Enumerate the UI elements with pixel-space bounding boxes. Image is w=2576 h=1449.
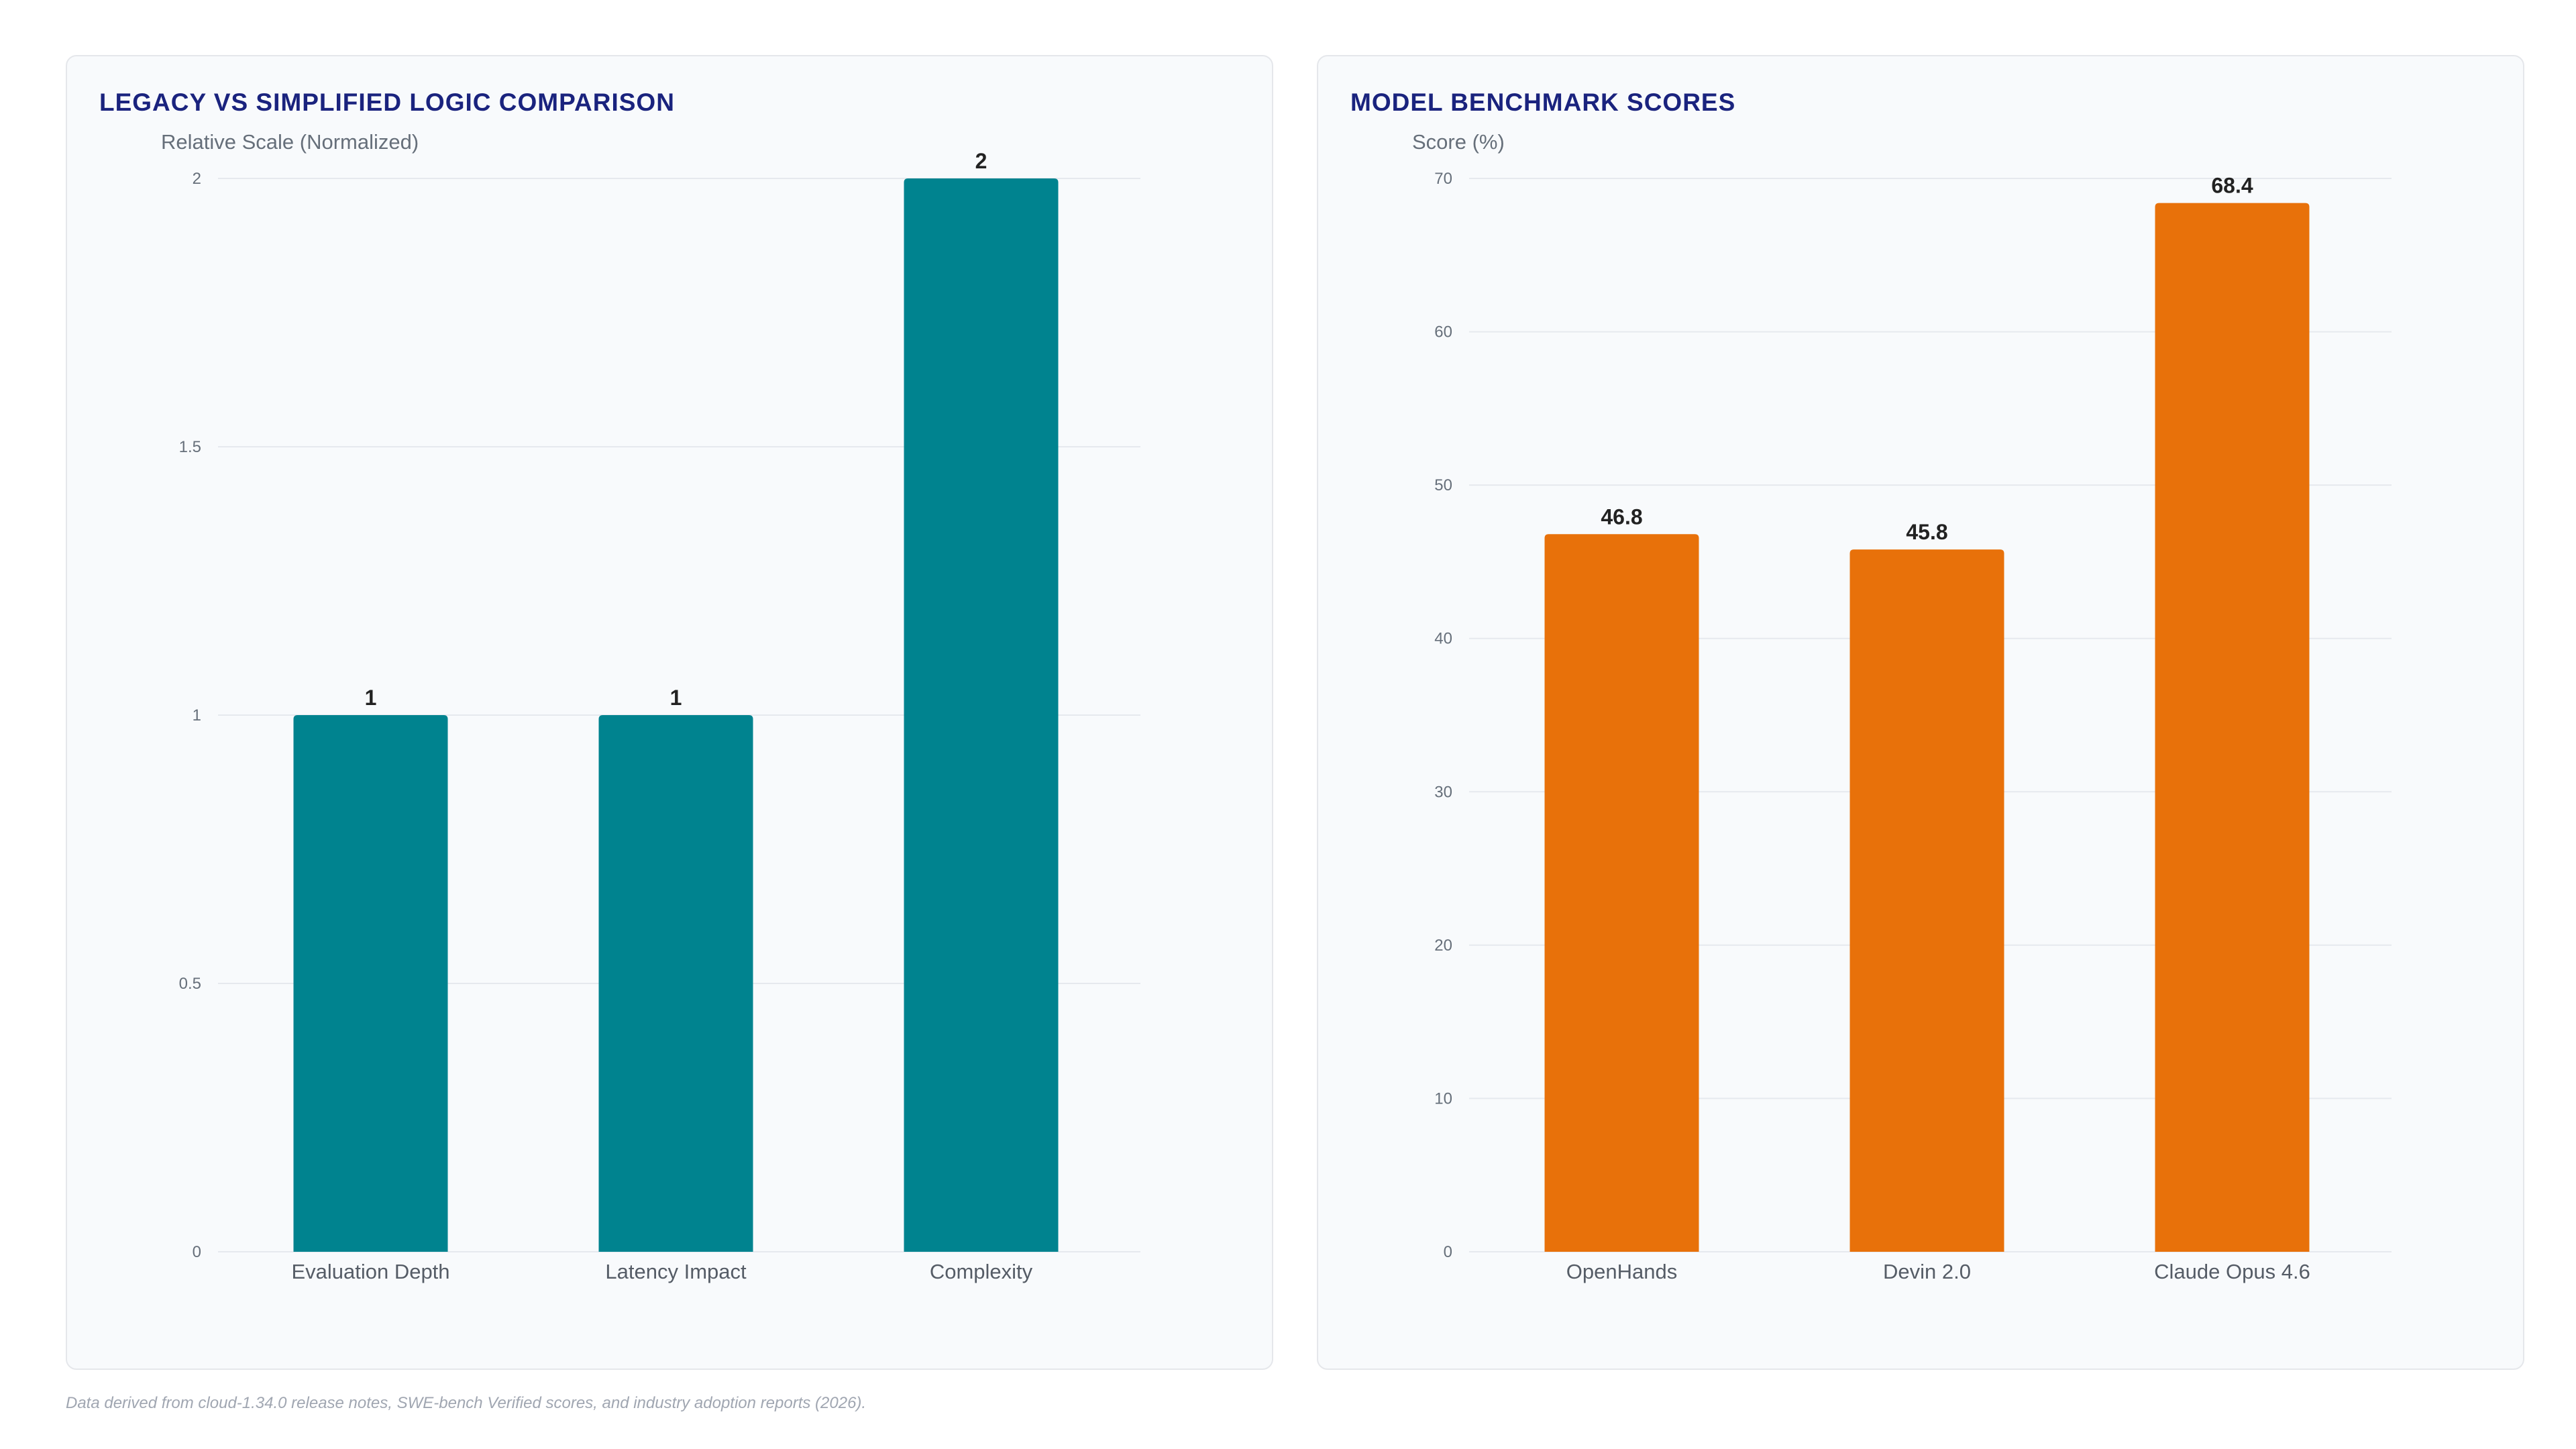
bar-value-label: 45.8 (1906, 520, 1947, 544)
y-tick-label: 10 (1434, 1089, 1452, 1108)
x-category-label: Complexity (930, 1260, 1033, 1283)
bar (1544, 534, 1699, 1252)
x-category-label: Latency Impact (605, 1260, 747, 1283)
x-category-label: Devin 2.0 (1883, 1260, 1971, 1283)
x-category-label: Claude Opus 4.6 (2154, 1260, 2310, 1283)
logic-comparison-bar-chart: 0 0.5 1 1.5 2 Relative Scale (Normalized) 1 Eva… (161, 130, 1140, 1283)
x-category-label: OpenHands (1566, 1260, 1677, 1283)
y-tick-label: 1.5 (179, 438, 201, 456)
y-tick-label: 30 (1434, 783, 1452, 801)
bar-value-label: 1 (670, 686, 682, 710)
y-tick-label: 50 (1434, 476, 1452, 494)
y-tick-label: 0 (1444, 1243, 1452, 1261)
bar-value-label: 46.8 (1601, 504, 1642, 529)
chart-title: MODEL BENCHMARK SCORES (1350, 89, 1736, 116)
x-category-label: Evaluation Depth (291, 1260, 449, 1283)
y-tick-label: 60 (1434, 323, 1452, 341)
bar-value-label: 2 (975, 149, 987, 173)
y-axis-label: Relative Scale (Normalized) (161, 130, 419, 154)
bar (1849, 549, 2004, 1252)
chart-title: LEGACY VS SIMPLIFIED LOGIC COMPARISON (99, 89, 675, 116)
y-tick-label: 0 (193, 1243, 201, 1261)
y-tick-label: 20 (1434, 936, 1452, 955)
y-axis-label: Score (%) (1412, 130, 1505, 154)
bar (293, 715, 448, 1252)
bar (598, 715, 753, 1252)
bar (2155, 203, 2310, 1252)
chart-panel-benchmark-scores: MODEL BENCHMARK SCORES 0 10 20 30 40 50 60 70 Sc… (1317, 55, 2524, 1370)
bar-value-label: 1 (365, 686, 377, 710)
bar-value-label: 68.4 (2211, 174, 2253, 198)
y-tick-label: 1 (193, 706, 201, 724)
y-tick-label: 0.5 (179, 975, 201, 993)
bar (904, 178, 1059, 1252)
data-source-footnote: Data derived from cloud-1.34.0 release n… (66, 1394, 867, 1412)
y-tick-label: 70 (1434, 170, 1452, 188)
benchmark-scores-bar-chart: 0 10 20 30 40 50 60 70 Score (%) 46.8 OpenHands 45.… (1412, 130, 2392, 1283)
y-tick-label: 2 (193, 170, 201, 188)
y-tick-label: 40 (1434, 630, 1452, 648)
